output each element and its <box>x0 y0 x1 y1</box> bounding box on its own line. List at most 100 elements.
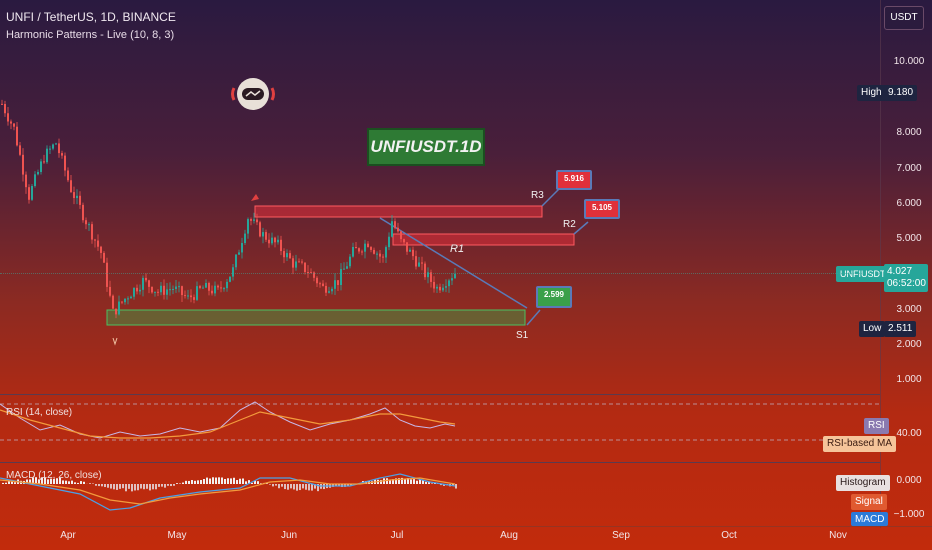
macd-histogram-bar <box>275 484 277 486</box>
macd-histogram-bar <box>164 484 166 488</box>
candle-body <box>445 286 447 288</box>
candle-body <box>76 195 78 199</box>
candle-body <box>115 308 117 315</box>
last-price-line <box>0 273 880 274</box>
macd-histogram-bar <box>41 477 43 484</box>
macd-histogram-bar <box>83 481 85 484</box>
candle-body <box>343 268 345 270</box>
macd-histogram-bar <box>134 484 136 491</box>
macd-histogram-bar <box>155 484 157 490</box>
macd-histogram-bar <box>149 484 151 491</box>
candle-body <box>70 180 72 193</box>
macd-histogram-bar <box>116 484 118 490</box>
last-symbol-tag: UNFIUSDT <box>836 266 890 282</box>
candle-body <box>286 253 288 258</box>
r3-zone <box>254 205 543 218</box>
candle-body <box>40 161 42 172</box>
candle-body <box>298 261 300 263</box>
price-tick: 8.000 <box>896 127 922 138</box>
time-axis-border <box>0 526 932 527</box>
candle-body <box>439 286 441 291</box>
candle-body <box>25 174 27 188</box>
macd-tick-neg: −1.000 <box>893 509 925 520</box>
s1-value-callout: 2.599 <box>536 286 572 308</box>
candle-body <box>205 282 207 288</box>
callout-line-r2 <box>573 221 589 235</box>
macd-histogram-bar <box>281 484 283 487</box>
candle-body <box>358 248 360 252</box>
candle-body <box>160 285 162 293</box>
macd-histogram-bar <box>278 484 280 489</box>
r2-zone <box>392 233 575 246</box>
macd-histogram-bar <box>443 484 445 486</box>
macd-histogram-bar <box>338 484 340 487</box>
candle-body <box>7 113 9 122</box>
macd-histogram-bar <box>209 478 211 484</box>
candle-body <box>67 170 69 181</box>
candle-body <box>37 171 39 175</box>
indicator-label[interactable]: Harmonic Patterns - Live (10, 8, 3) <box>6 29 175 41</box>
candle-body <box>418 262 420 267</box>
currency-button[interactable]: USDT <box>884 6 924 30</box>
macd-histogram-bar <box>434 483 436 484</box>
macd-histogram-bar <box>188 480 190 484</box>
price-chart[interactable] <box>0 0 880 528</box>
candle-body <box>157 291 159 293</box>
macd-histogram-bar <box>302 484 304 489</box>
macd-histogram-bar <box>107 484 109 488</box>
candle-body <box>412 249 414 257</box>
candle-body <box>232 267 234 277</box>
price-tick: 1.000 <box>896 374 922 385</box>
candle-body <box>253 219 255 221</box>
macd-line <box>0 473 456 511</box>
macd-histogram-bar <box>200 480 202 484</box>
macd-histogram-bar <box>65 480 67 484</box>
macd-histogram-bar <box>245 481 247 484</box>
candle-body <box>13 123 15 127</box>
candle-body <box>145 277 147 281</box>
candle-body <box>274 237 276 243</box>
candle-body <box>175 286 177 290</box>
candle-body <box>340 269 342 286</box>
candle-body <box>388 236 390 248</box>
candle-body <box>112 295 114 309</box>
candle-body <box>220 287 222 289</box>
rsi-pane-separator[interactable] <box>0 394 880 395</box>
candle-body <box>142 277 144 290</box>
macd-histogram-bar <box>125 484 127 492</box>
macd-tick-zero: 0.000 <box>896 475 922 486</box>
rsi-tag: RSI <box>864 418 889 434</box>
macd-histogram-bar <box>122 484 124 489</box>
symbol-timeframe-box: UNFIUSDT.1D <box>367 128 485 166</box>
macd-histogram-bar <box>68 481 70 484</box>
candle-body <box>46 148 48 163</box>
candle-body <box>385 247 387 258</box>
macd-histogram-bar <box>407 478 409 484</box>
candle-body <box>262 232 264 237</box>
candle-body <box>106 262 108 287</box>
macd-histogram-bar <box>80 481 82 484</box>
macd-pane-separator[interactable] <box>0 462 880 463</box>
macd-histogram-bar <box>113 484 115 490</box>
macd-histogram-bar <box>308 484 310 491</box>
candle-body <box>4 103 6 114</box>
macd-histogram-bar <box>416 480 418 484</box>
pattern-line <box>379 217 528 309</box>
candle-body <box>397 227 399 232</box>
macd-histogram-bar <box>29 479 31 484</box>
candle-body <box>16 126 18 146</box>
macd-pane-label[interactable]: MACD (12, 26, close) <box>6 470 102 481</box>
candle-body <box>442 287 444 291</box>
candle-body <box>367 243 369 248</box>
candle-body <box>415 256 417 267</box>
candle-body <box>10 121 12 124</box>
candle-body <box>256 219 258 223</box>
macd-histogram-bar <box>401 477 403 484</box>
macd-histogram-bar <box>317 484 319 492</box>
candle-body <box>148 280 150 287</box>
bar-countdown: 06:52:00 <box>887 278 926 289</box>
rsi-pane-label[interactable]: RSI (14, close) <box>6 407 73 418</box>
candle-body <box>283 251 285 258</box>
candle-body <box>301 261 303 263</box>
macd-histogram-bar <box>203 479 205 484</box>
